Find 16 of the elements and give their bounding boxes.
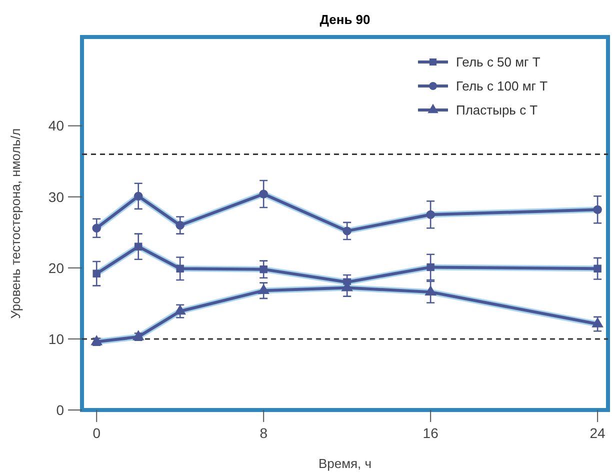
- chart-title: День 90: [320, 12, 370, 27]
- y-tick-label: 30: [48, 188, 64, 205]
- legend-label: Гель с 50 мг Т: [456, 54, 540, 70]
- y-tick-label: 10: [48, 330, 64, 347]
- y-axis-title: Уровень тестостерона, нмоль/л: [8, 128, 23, 319]
- point: [594, 264, 602, 272]
- x-tick-label: 0: [92, 425, 101, 441]
- y-tick-label: 20: [48, 260, 64, 276]
- x-tick-label: 24: [590, 425, 606, 441]
- x-axis-title: Время, ч: [318, 456, 372, 471]
- legend-label: Гель с 100 мг Т: [456, 78, 548, 94]
- y-tick-label: 0: [56, 402, 64, 418]
- y-tick-label: 40: [48, 118, 64, 134]
- legend-label: Пластырь с Т: [456, 102, 538, 118]
- x-tick-label: 8: [260, 425, 268, 441]
- x-tick-label: 16: [422, 425, 439, 441]
